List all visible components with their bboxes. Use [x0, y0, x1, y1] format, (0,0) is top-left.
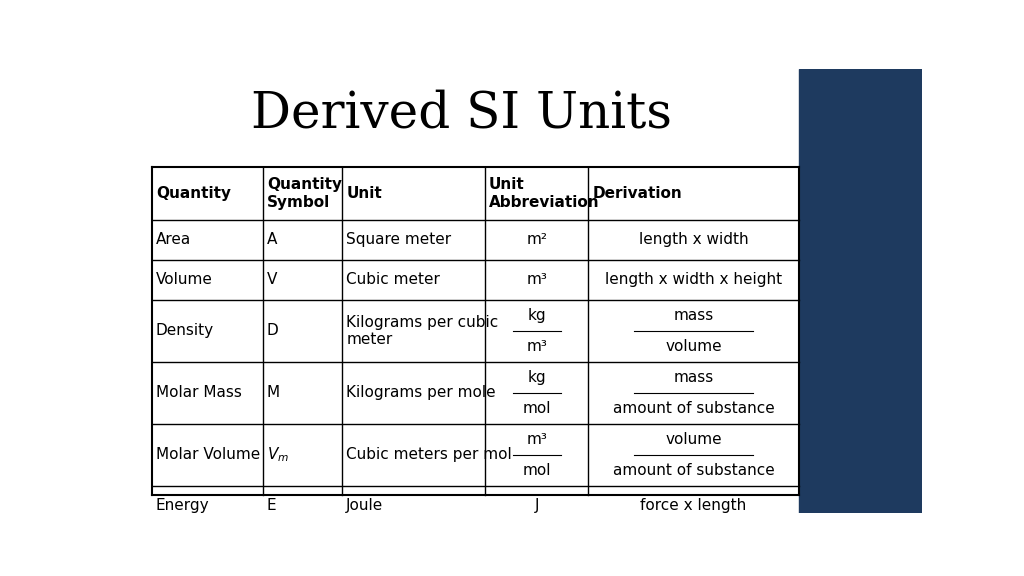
Text: volume: volume	[666, 432, 722, 447]
Text: length x width x height: length x width x height	[605, 272, 782, 287]
Text: Unit
Abbreviation: Unit Abbreviation	[489, 177, 600, 210]
Text: Cubic meters per mol: Cubic meters per mol	[346, 448, 512, 463]
Text: Unit: Unit	[346, 186, 382, 201]
Text: m²: m²	[526, 232, 547, 247]
Text: Molar Volume: Molar Volume	[156, 448, 260, 463]
Text: Joule: Joule	[346, 498, 384, 513]
Text: Cubic meter: Cubic meter	[346, 272, 440, 287]
Text: length x width: length x width	[639, 232, 749, 247]
Text: m³: m³	[526, 339, 547, 354]
Text: V: V	[267, 272, 278, 287]
Text: Volume: Volume	[156, 272, 213, 287]
Text: Molar Mass: Molar Mass	[156, 385, 242, 400]
Text: mol: mol	[522, 401, 551, 416]
Text: Kilograms per mole: Kilograms per mole	[346, 385, 496, 400]
Text: amount of substance: amount of substance	[612, 401, 774, 416]
Text: J: J	[535, 498, 539, 513]
Text: Density: Density	[156, 323, 214, 338]
Text: Quantity
Symbol: Quantity Symbol	[267, 177, 342, 210]
Text: Derivation: Derivation	[592, 186, 682, 201]
Text: kg: kg	[527, 308, 546, 323]
Text: M: M	[267, 385, 280, 400]
Text: mass: mass	[674, 370, 714, 385]
Text: mol: mol	[522, 463, 551, 478]
Text: Area: Area	[156, 232, 191, 247]
Text: Energy: Energy	[156, 498, 209, 513]
Text: Kilograms per cubic
meter: Kilograms per cubic meter	[346, 314, 499, 347]
Text: volume: volume	[666, 339, 722, 354]
Text: mass: mass	[674, 308, 714, 323]
Text: $V_m$: $V_m$	[267, 446, 289, 464]
Text: D: D	[267, 323, 279, 338]
Text: kg: kg	[527, 370, 546, 385]
Text: A: A	[267, 232, 278, 247]
Text: m³: m³	[526, 272, 547, 287]
Text: force x length: force x length	[640, 498, 746, 513]
Text: Square meter: Square meter	[346, 232, 452, 247]
Text: E: E	[267, 498, 276, 513]
Text: amount of substance: amount of substance	[612, 463, 774, 478]
Text: Derived SI Units: Derived SI Units	[251, 89, 672, 138]
Text: m³: m³	[526, 432, 547, 447]
Bar	[799, 69, 922, 513]
Text: Quantity: Quantity	[156, 186, 230, 201]
